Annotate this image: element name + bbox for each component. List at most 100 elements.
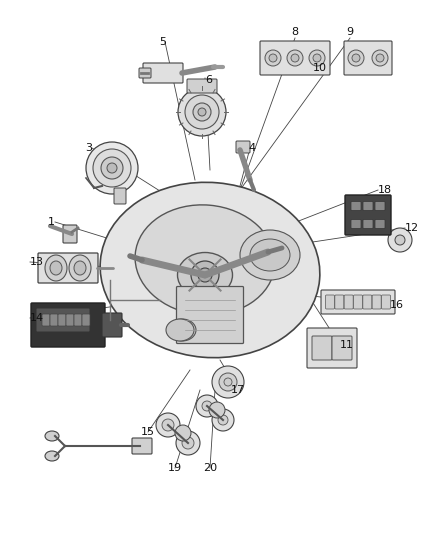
Circle shape (156, 413, 180, 437)
Ellipse shape (287, 50, 303, 66)
Text: 20: 20 (203, 463, 217, 473)
Text: 10: 10 (313, 63, 327, 73)
Text: 13: 13 (30, 257, 44, 267)
FancyBboxPatch shape (38, 253, 98, 283)
Circle shape (388, 228, 412, 252)
FancyBboxPatch shape (363, 201, 373, 211)
Circle shape (196, 395, 218, 417)
Text: 11: 11 (340, 340, 354, 350)
Circle shape (218, 415, 228, 425)
Ellipse shape (69, 255, 91, 281)
FancyBboxPatch shape (50, 314, 58, 326)
Ellipse shape (309, 50, 325, 66)
FancyBboxPatch shape (36, 308, 90, 332)
Ellipse shape (135, 205, 275, 315)
Text: 16: 16 (390, 300, 404, 310)
Ellipse shape (107, 163, 117, 173)
Text: 12: 12 (405, 223, 419, 233)
FancyBboxPatch shape (102, 313, 122, 337)
FancyBboxPatch shape (307, 328, 357, 368)
Ellipse shape (166, 319, 194, 341)
Ellipse shape (177, 253, 233, 297)
FancyBboxPatch shape (66, 314, 74, 326)
Ellipse shape (250, 239, 290, 271)
FancyBboxPatch shape (353, 295, 363, 309)
FancyBboxPatch shape (332, 336, 352, 360)
Circle shape (395, 235, 405, 245)
Circle shape (202, 401, 212, 411)
Ellipse shape (45, 255, 67, 281)
Ellipse shape (45, 431, 59, 441)
Ellipse shape (93, 149, 131, 187)
Text: 8: 8 (291, 27, 299, 37)
FancyBboxPatch shape (375, 220, 385, 229)
FancyBboxPatch shape (82, 314, 90, 326)
FancyBboxPatch shape (325, 295, 335, 309)
Ellipse shape (50, 261, 62, 275)
Text: 19: 19 (168, 463, 182, 473)
Ellipse shape (269, 54, 277, 62)
Text: 4: 4 (248, 143, 255, 153)
Circle shape (209, 402, 225, 418)
Ellipse shape (74, 261, 86, 275)
Ellipse shape (372, 50, 388, 66)
Ellipse shape (291, 54, 299, 62)
Circle shape (176, 431, 200, 455)
Ellipse shape (352, 54, 360, 62)
Ellipse shape (101, 157, 123, 179)
FancyBboxPatch shape (344, 41, 392, 75)
Text: 14: 14 (30, 313, 44, 323)
Text: 9: 9 (346, 27, 353, 37)
Circle shape (198, 268, 212, 282)
FancyBboxPatch shape (177, 287, 244, 343)
FancyBboxPatch shape (31, 303, 105, 347)
Text: 17: 17 (231, 385, 245, 395)
Text: 15: 15 (141, 427, 155, 437)
FancyBboxPatch shape (321, 290, 395, 314)
Text: 6: 6 (205, 75, 212, 85)
FancyBboxPatch shape (114, 188, 126, 204)
Circle shape (182, 437, 194, 449)
Ellipse shape (193, 103, 211, 121)
Text: 3: 3 (85, 143, 92, 153)
Ellipse shape (178, 88, 226, 136)
Circle shape (175, 425, 191, 441)
FancyBboxPatch shape (74, 314, 82, 326)
Ellipse shape (86, 142, 138, 194)
FancyBboxPatch shape (236, 141, 250, 153)
Text: 5: 5 (159, 37, 166, 47)
FancyBboxPatch shape (335, 295, 344, 309)
FancyBboxPatch shape (351, 220, 361, 229)
Circle shape (219, 373, 237, 391)
Ellipse shape (100, 182, 320, 358)
Text: 1: 1 (48, 217, 55, 227)
FancyBboxPatch shape (132, 438, 152, 454)
FancyBboxPatch shape (58, 314, 66, 326)
Ellipse shape (175, 325, 189, 335)
Ellipse shape (348, 50, 364, 66)
Ellipse shape (198, 108, 206, 116)
Ellipse shape (376, 54, 384, 62)
FancyBboxPatch shape (139, 68, 151, 78)
Text: 18: 18 (378, 185, 392, 195)
Circle shape (212, 409, 234, 431)
Ellipse shape (313, 54, 321, 62)
Ellipse shape (185, 95, 219, 129)
Ellipse shape (168, 319, 196, 341)
FancyBboxPatch shape (63, 225, 77, 243)
FancyBboxPatch shape (372, 295, 381, 309)
FancyBboxPatch shape (42, 314, 50, 326)
Circle shape (224, 378, 232, 386)
FancyBboxPatch shape (381, 295, 391, 309)
FancyBboxPatch shape (260, 41, 330, 75)
FancyBboxPatch shape (363, 220, 373, 229)
FancyBboxPatch shape (363, 295, 372, 309)
FancyBboxPatch shape (351, 201, 361, 211)
Circle shape (162, 419, 174, 431)
Circle shape (212, 366, 244, 398)
FancyBboxPatch shape (312, 336, 332, 360)
FancyBboxPatch shape (344, 295, 353, 309)
FancyBboxPatch shape (375, 201, 385, 211)
Ellipse shape (265, 50, 281, 66)
Ellipse shape (240, 230, 300, 280)
